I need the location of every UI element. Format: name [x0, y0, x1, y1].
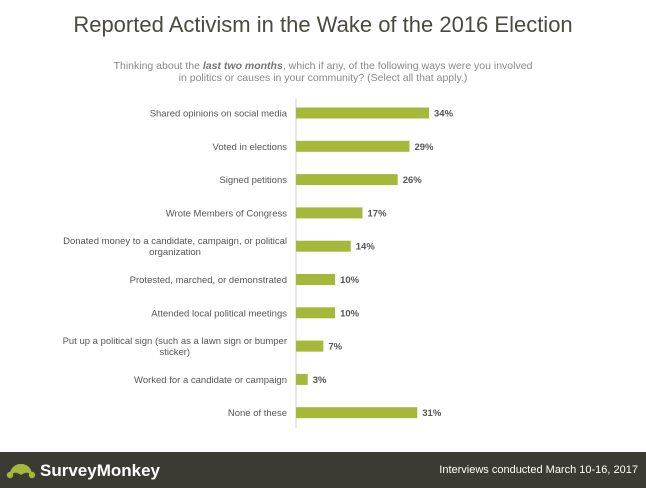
bar [296, 340, 324, 352]
surveymonkey-logo-icon [6, 464, 36, 479]
category-label-continuation: sticker) [159, 347, 190, 358]
category-label: Attended local political meetings [151, 308, 287, 319]
footer-note: Interviews conducted March 10-16, 2017 [439, 464, 638, 476]
subtitle-line2: in politics or causes in your community?… [178, 72, 468, 84]
bar [296, 107, 429, 119]
category-label-continuation: organization [149, 247, 201, 258]
bar-chart: 34% Shared opinions on social media 29% Vot… [63, 98, 454, 428]
bar [296, 140, 410, 152]
subtitle-pre: Thinking about the [113, 60, 203, 72]
category-label: Shared opinions on social media [150, 109, 288, 120]
bar [296, 307, 336, 319]
data-label: 7% [328, 342, 342, 353]
bar [296, 407, 418, 419]
category-label: Voted in elections [213, 142, 288, 153]
data-label: 17% [368, 208, 388, 219]
brand-name: SurveyMonkey [40, 461, 160, 480]
bar [296, 274, 336, 285]
bar [296, 207, 363, 219]
category-label: Put up a political sign (such as a lawn … [63, 336, 287, 347]
data-label: 26% [403, 175, 423, 186]
bar [296, 174, 398, 186]
bar [296, 240, 351, 252]
category-label: Signed petitions [219, 175, 287, 186]
chart-subtitle: Thinking about the last two months, whic… [0, 60, 646, 84]
footer-bar: SurveyMonkey Interviews conducted March … [0, 452, 646, 488]
data-label: 29% [414, 142, 434, 153]
data-label: 31% [422, 408, 442, 419]
data-label: 10% [340, 275, 360, 286]
subtitle-emphasis: last two months [202, 60, 283, 72]
chart-title: Reported Activism in the Wake of the 201… [73, 12, 573, 37]
bar [296, 373, 308, 385]
category-label: Wrote Members of Congress [166, 208, 288, 219]
category-label: Protested, marched, or demonstrated [130, 275, 287, 286]
category-label: Worked for a candidate or campaign [134, 375, 287, 386]
category-label: Donated money to a candidate, campaign, … [63, 236, 287, 247]
data-label: 34% [434, 109, 454, 120]
data-label: 10% [340, 308, 360, 319]
category-label: None of these [228, 408, 287, 419]
data-label: 14% [356, 242, 376, 253]
subtitle-post: , which if any, of the following ways we… [282, 60, 533, 72]
data-label: 3% [313, 375, 327, 386]
